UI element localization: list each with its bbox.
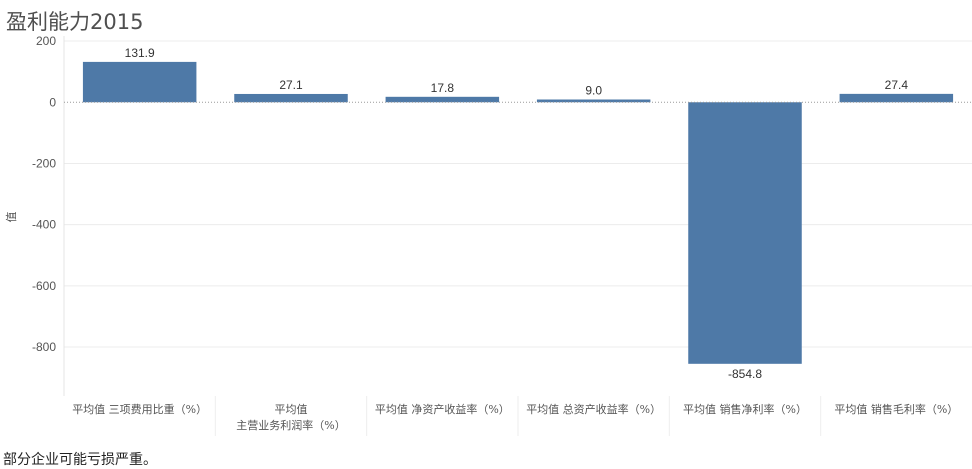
data-label: 27.1 — [279, 78, 303, 92]
data-label: 17.8 — [431, 81, 455, 95]
y-tick-label: -800 — [32, 340, 56, 354]
bar — [688, 102, 802, 364]
chart-caption: 部分企业可能亏损严重。 — [3, 452, 157, 468]
y-tick-label: -600 — [32, 279, 56, 293]
category-label: 平均值 总资产收益率（%） — [526, 402, 661, 416]
category-label: 平均值 — [275, 403, 308, 416]
bar — [385, 96, 500, 103]
bar — [234, 93, 348, 103]
data-label: 9.0 — [585, 84, 602, 98]
category-label: 平均值 三项费用比重（%） — [72, 402, 207, 416]
y-axis-title: 值 — [5, 212, 18, 223]
y-tick-label: -400 — [32, 218, 56, 232]
chart-title: 盈利能力2015 — [6, 10, 144, 34]
category-label: 平均值 销售净利率（%） — [683, 402, 807, 416]
data-label: -854.8 — [728, 367, 762, 381]
bar — [536, 99, 651, 103]
data-label: 27.4 — [885, 78, 909, 92]
category-label: 主营业务利润率（%） — [236, 418, 345, 432]
bar — [82, 61, 197, 103]
data-label: 131.9 — [125, 46, 155, 60]
bar-chart: 200 0 -200 -400 -600 -800 131.9 27.1 17.8 9.0 -854… — [5, 34, 972, 436]
category-label: 平均值 净资产收益率（%） — [375, 402, 510, 416]
bar — [839, 93, 954, 103]
y-tick-label: -200 — [32, 156, 56, 170]
y-tick-label: 200 — [36, 34, 56, 48]
category-label: 平均值 销售毛利率（%） — [834, 402, 958, 416]
y-tick-label: 0 — [49, 95, 56, 109]
